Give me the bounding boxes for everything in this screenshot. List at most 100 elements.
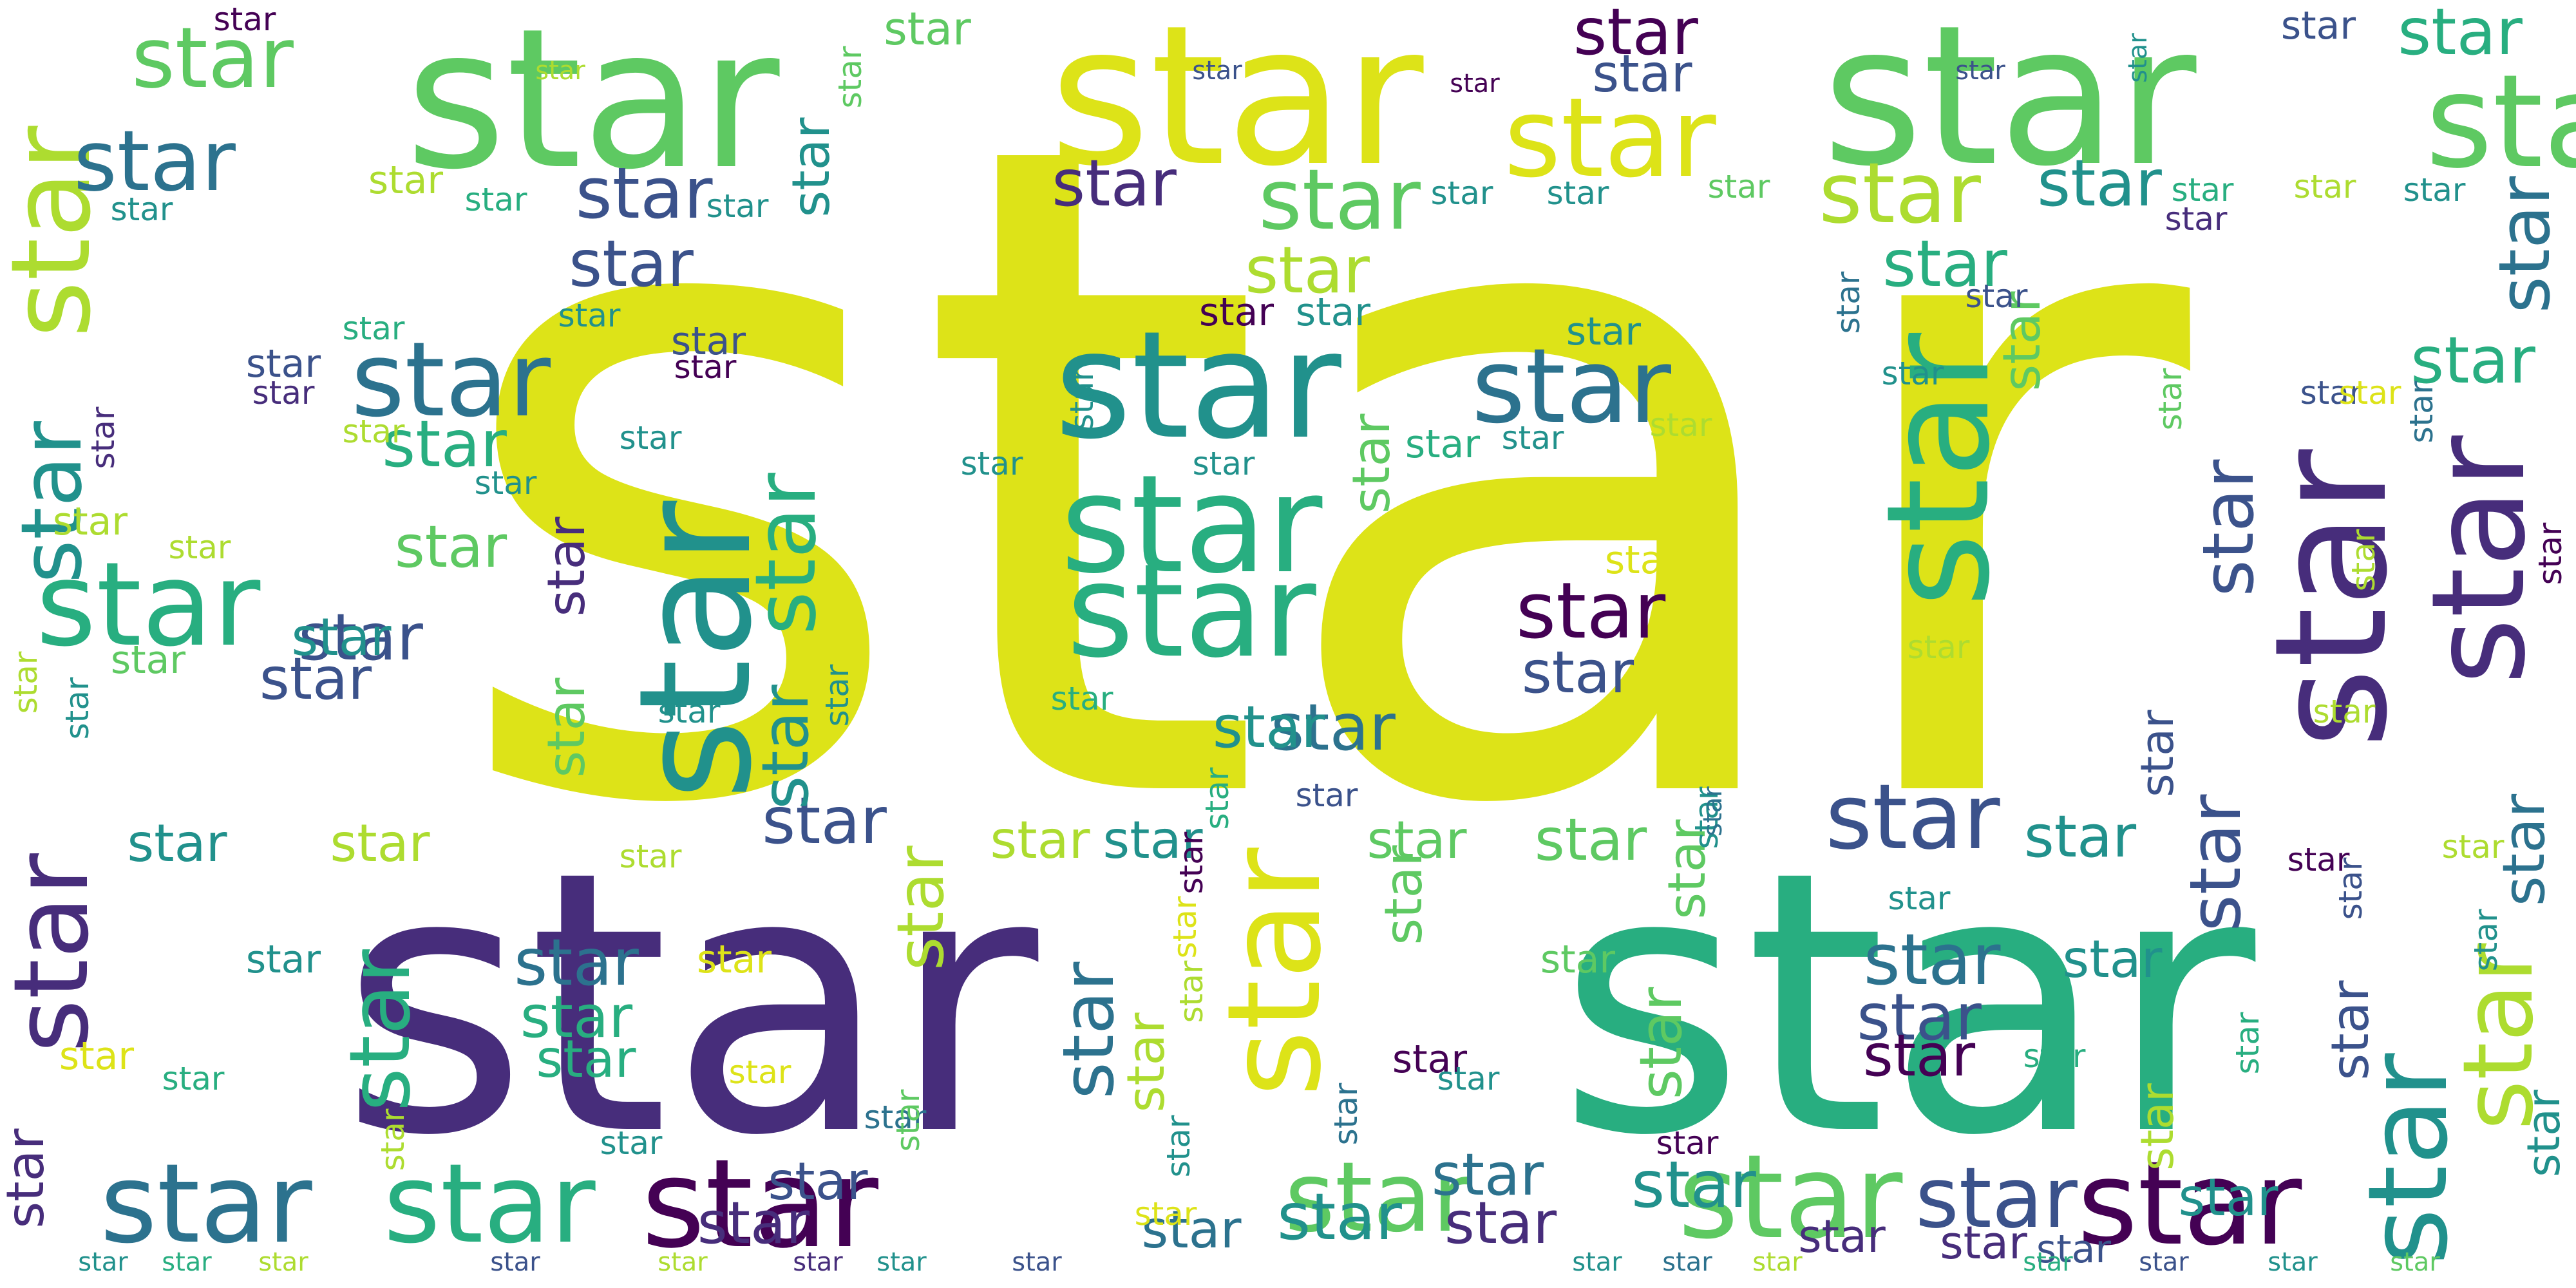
cloud-word: star [1649, 406, 1712, 444]
cloud-word: star [619, 419, 682, 457]
cloud-word: star [1192, 56, 1242, 86]
cloud-word: star [2532, 522, 2569, 585]
cloud-word: star [2164, 200, 2228, 238]
cloud-word: star [884, 3, 971, 55]
cloud-word: star [2390, 1247, 2440, 1277]
cloud-word: star [1277, 1179, 1402, 1255]
cloud-word: star [990, 810, 1090, 870]
cloud-word: star [883, 846, 958, 971]
cloud-word: star [1173, 960, 1210, 1023]
cloud-word: star [762, 783, 887, 858]
cloud-word: star [78, 1247, 128, 1277]
cloud-word: star [793, 1247, 843, 1277]
cloud-word: star [1430, 175, 1493, 212]
cloud-word: star [351, 319, 551, 440]
cloud-word: star [641, 1133, 879, 1275]
cloud-word: star [2403, 171, 2466, 209]
cloud-word: star [84, 406, 122, 469]
cloud-word: star [1063, 368, 1101, 431]
cloud-word: star [100, 1141, 312, 1268]
cloud-word: star [330, 813, 430, 873]
cloud-word: star [131, 9, 294, 107]
cloud-word: star [2023, 1247, 2073, 1277]
cloud-word: star [737, 473, 835, 635]
cloud-word: star [2280, 3, 2356, 48]
cloud-word: star [706, 187, 769, 225]
cloud-word: star [368, 158, 444, 203]
cloud-word: star [1192, 445, 1255, 482]
cloud-word: star [1881, 355, 1944, 392]
cloud-word: star [2174, 794, 2257, 932]
cloud-word: star [1965, 278, 2028, 315]
cloud-word: star [2123, 33, 2153, 83]
cloud-word: star [2152, 368, 2189, 431]
cloud-word: star [728, 1054, 791, 1091]
cloud-word: star [2036, 1227, 2112, 1272]
cloud-word: star [2517, 1090, 2570, 1177]
cloud-word: star [2300, 374, 2363, 412]
cloud-word: star [1066, 536, 1316, 687]
cloud-word: star [2023, 803, 2137, 871]
cloud-word: star [1271, 690, 1396, 765]
cloud-word: star [1198, 767, 1236, 830]
cloud-word: star [59, 1034, 135, 1079]
cloud-word: star [2403, 381, 2440, 444]
cloud-word: star [768, 1151, 868, 1211]
cloud-word: star [1103, 810, 1203, 870]
cloud-word: star [1534, 806, 1647, 874]
cloud-word: star [658, 693, 721, 730]
cloud-word: star [59, 677, 96, 740]
cloud-word: star [1050, 680, 1113, 717]
cloud-word: star [1504, 75, 1716, 202]
cloud-word: star [1631, 1147, 1756, 1222]
cloud-word: star [658, 1247, 708, 1277]
cloud-word: star [1160, 1115, 1197, 1178]
cloud-word: star [1284, 1142, 1472, 1254]
cloud-word: star [1134, 1195, 1197, 1233]
cloud-word: star [464, 181, 527, 218]
cloud-word: star [2483, 176, 2566, 314]
cloud-word: star [259, 645, 372, 713]
cloud-word: star [831, 46, 869, 109]
cloud-word: star [2345, 529, 2382, 592]
cloud-word: star [1374, 845, 1434, 945]
cloud-word: star [2441, 828, 2505, 866]
cloud-word: star [162, 1060, 225, 1097]
cloud-word: star [1557, 795, 2256, 1215]
cloud-word: star [2287, 841, 2350, 878]
cloud-word: star [1627, 987, 1695, 1100]
cloud-word: star [245, 937, 321, 982]
cloud-word: star [1173, 831, 1210, 895]
cloud-word: star [1515, 567, 1666, 656]
cloud-word: star [2332, 857, 2369, 920]
cloud-word: star [514, 925, 639, 1000]
cloud-word: star [1888, 880, 1951, 917]
cloud-word: star [213, 1, 276, 38]
cloud-word: star [520, 983, 633, 1051]
cloud-word: star [1392, 1037, 1468, 1082]
cloud-word: star [1546, 175, 1609, 212]
cloud-word: star [1245, 232, 1370, 308]
cloud-word: star [394, 513, 507, 581]
cloud-word: star [1698, 786, 1728, 837]
cloud-word: star [697, 1189, 810, 1257]
cloud-word: star [536, 1029, 636, 1089]
cloud-word: star [2139, 1247, 2189, 1277]
cloud-word: star [252, 374, 315, 412]
cloud-word: star [35, 538, 261, 672]
cloud-word: star [1830, 271, 1867, 334]
cloud-word: star [1907, 629, 1970, 666]
cloud-word: star [2404, 435, 2554, 685]
cloud-word: star [374, 1108, 412, 1171]
cloud-word: star [696, 937, 772, 982]
cloud-word: star [1662, 1247, 1712, 1277]
cloud-word: star [339, 795, 1039, 1215]
cloud-word: star [1258, 151, 1421, 249]
cloud-word: star [2338, 374, 2401, 412]
cloud-word: star [569, 226, 694, 301]
cloud-word: star [110, 191, 173, 228]
cloud-word: star [7, 651, 44, 714]
cloud-word: star [1198, 290, 1274, 335]
cloud-word: star [0, 853, 111, 1053]
